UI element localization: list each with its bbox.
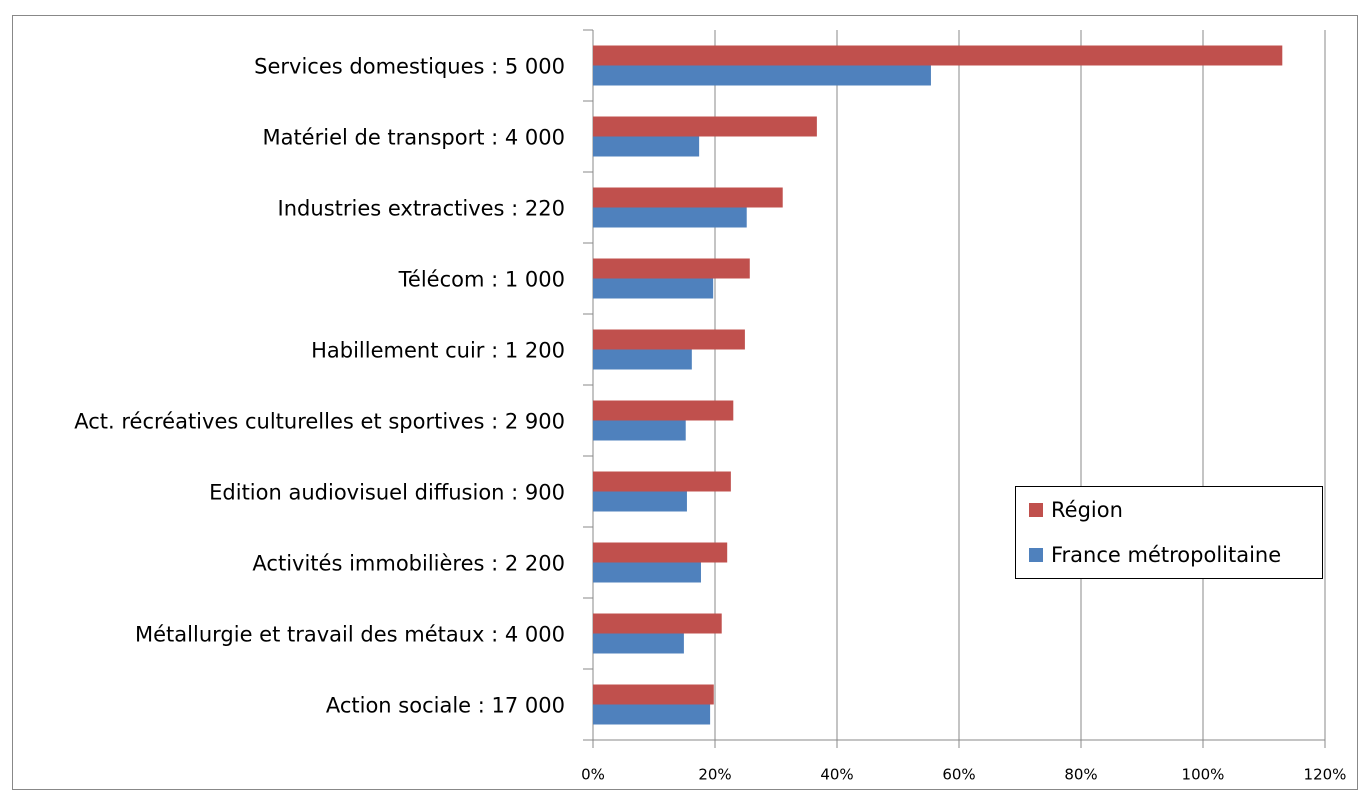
x-tick-label: 0% — [581, 766, 605, 784]
y-tick-label: Matériel de transport : 4 000 — [262, 126, 565, 150]
bar — [593, 684, 714, 705]
bar — [593, 471, 731, 492]
x-tick-label: 80% — [1064, 766, 1097, 784]
legend-swatch — [1029, 548, 1043, 562]
bar — [593, 491, 687, 512]
bar — [593, 116, 817, 137]
chart-border — [12, 15, 1358, 790]
x-tick-label: 20% — [698, 766, 731, 784]
bar — [593, 136, 700, 157]
x-tick-label: 100% — [1182, 766, 1225, 784]
y-tick-label: Télécom : 1 000 — [398, 268, 565, 292]
y-tick-label: Services domestiques : 5 000 — [254, 55, 565, 79]
y-tick-label: Industries extractives : 220 — [278, 197, 565, 221]
legend — [1015, 486, 1323, 579]
bar — [593, 45, 1283, 66]
bar — [593, 207, 747, 228]
bar — [593, 258, 750, 279]
bar — [593, 65, 931, 86]
bar — [593, 562, 701, 583]
bar — [593, 633, 684, 654]
bar — [593, 704, 711, 725]
y-tick-label: Métallurgie et travail des métaux : 4 00… — [135, 623, 565, 647]
x-tick-label: 60% — [942, 766, 975, 784]
bar — [593, 400, 734, 421]
bar — [593, 349, 692, 370]
x-tick-label: 40% — [820, 766, 853, 784]
bar — [593, 613, 722, 634]
legend-swatch — [1029, 503, 1043, 517]
legend-label: France métropolitaine — [1051, 543, 1281, 567]
legend-label: Région — [1051, 498, 1123, 522]
y-tick-label: Habillement cuir : 1 200 — [311, 339, 565, 363]
y-tick-label: Action sociale : 17 000 — [326, 694, 565, 718]
bar — [593, 278, 714, 299]
bar — [593, 187, 783, 208]
x-tick-label: 120% — [1304, 766, 1347, 784]
bar — [593, 542, 728, 563]
bar — [593, 420, 686, 441]
y-tick-label: Edition audiovisuel diffusion : 900 — [209, 481, 565, 505]
y-tick-label: Activités immobilières : 2 200 — [252, 552, 565, 576]
y-tick-label: Act. récréatives culturelles et sportive… — [74, 410, 565, 434]
bar — [593, 329, 745, 350]
